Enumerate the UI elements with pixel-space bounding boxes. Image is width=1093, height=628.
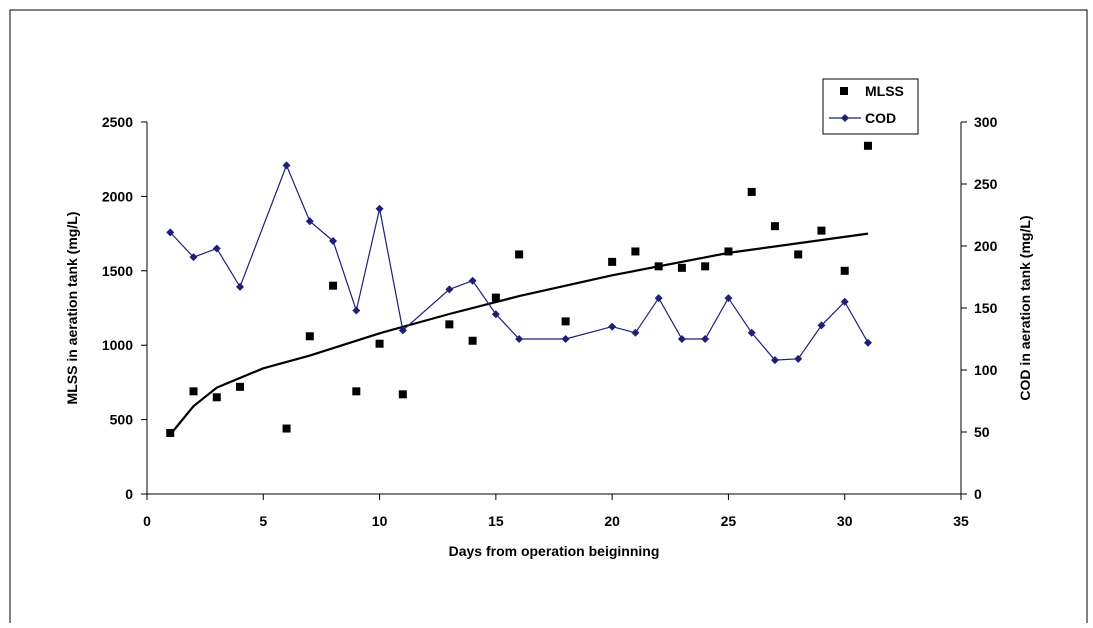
mlss-point (491, 293, 500, 302)
cod-point (491, 310, 500, 319)
chart-frame (9, 9, 1088, 623)
mlss-point (375, 339, 384, 348)
cod-point (608, 322, 617, 331)
y2-tick-label: 0 (974, 486, 982, 502)
mlss-point (701, 262, 710, 271)
cod-point (305, 217, 314, 226)
mlss-series-layer (166, 141, 872, 437)
x-tick-label: 10 (372, 513, 388, 529)
y-axis-label: MLSS in aeration tank (mg/L) (64, 212, 80, 405)
x-tick-label: 0 (143, 513, 151, 529)
mlss-point (352, 387, 361, 396)
mlss-point (445, 320, 454, 329)
mlss-point (747, 187, 756, 196)
cod-point (863, 338, 872, 347)
cod-point (747, 328, 756, 337)
x-tick-label: 35 (953, 513, 969, 529)
x-tick-label: 5 (259, 513, 267, 529)
x-tick-label: 30 (837, 513, 853, 529)
y-tick-label: 0 (125, 486, 133, 502)
mlss-point (189, 387, 198, 396)
legend-cod-label: COD (865, 110, 896, 126)
cod-point (631, 328, 640, 337)
y-tick-label: 1500 (102, 263, 133, 279)
cod-point (817, 321, 826, 330)
y2-tick-label: 250 (974, 176, 998, 192)
y2-tick-label: 200 (974, 238, 998, 254)
mlss-point (329, 281, 338, 290)
cod-point (701, 335, 710, 343)
mlss-point (770, 222, 779, 231)
cod-point (189, 253, 198, 262)
y2-axis-label: COD in aeration tank (mg/L) (1017, 215, 1033, 400)
mlss-point (212, 393, 221, 402)
mlss-point (631, 247, 640, 256)
cod-point (352, 306, 361, 315)
trendline-layer (169, 232, 869, 436)
mlss-point (863, 141, 872, 150)
cod-point (282, 161, 291, 170)
mlss-point (608, 257, 617, 266)
cod-point (329, 237, 338, 246)
mlss-point (398, 390, 407, 399)
y2-tick-label: 100 (974, 362, 998, 378)
axes: 0 5 10 15 20 25 30 35 0 500 1000 1500 2000 2500 0 50 100… (102, 114, 998, 529)
legend-mlss-marker (840, 87, 848, 95)
y-tick-label: 2000 (102, 188, 133, 204)
x-tick-label: 20 (604, 513, 620, 529)
x-tick-label: 15 (488, 513, 504, 529)
cod-line (169, 163, 869, 361)
legend-cod-marker (841, 114, 849, 122)
x-axis-label: Days from operation beiginning (449, 543, 660, 559)
trendline (169, 232, 869, 436)
cod-point (398, 326, 407, 335)
mlss-point (677, 263, 686, 272)
mlss-point (468, 336, 477, 345)
mlss-point (794, 250, 803, 259)
mlss-point (305, 332, 314, 341)
cod-point (375, 204, 384, 213)
y2-tick-label: 150 (974, 300, 998, 316)
y-tick-label: 1000 (102, 337, 133, 353)
mlss-point (654, 262, 663, 271)
mlss-point (282, 424, 291, 433)
cod-point (468, 276, 477, 285)
legend: MLSS COD (822, 78, 919, 135)
cod-point (654, 294, 663, 303)
cod-point (677, 335, 686, 343)
mlss-point (724, 247, 733, 256)
legend-box (822, 78, 919, 135)
cod-point (770, 356, 779, 365)
y2-tick-label: 300 (974, 114, 998, 130)
mlss-point (166, 428, 175, 437)
cod-point (840, 297, 849, 306)
y-tick-label: 500 (110, 412, 134, 428)
mlss-point (236, 382, 245, 391)
mlss-point (840, 266, 849, 275)
x-tick-label: 25 (721, 513, 737, 529)
cod-point (212, 244, 221, 253)
cod-point (561, 335, 570, 343)
cod-point (515, 335, 524, 343)
mlss-point (817, 226, 826, 235)
mlss-point (561, 317, 570, 326)
y2-tick-label: 50 (974, 424, 990, 440)
mlss-point (515, 250, 524, 259)
legend-mlss-label: MLSS (865, 83, 904, 99)
cod-point (445, 285, 454, 294)
cod-point (724, 294, 733, 303)
cod-point (166, 228, 175, 237)
y-tick-label: 2500 (102, 114, 133, 130)
cod-series-layer (166, 161, 872, 365)
cod-point (794, 354, 803, 363)
cod-point (236, 282, 245, 291)
